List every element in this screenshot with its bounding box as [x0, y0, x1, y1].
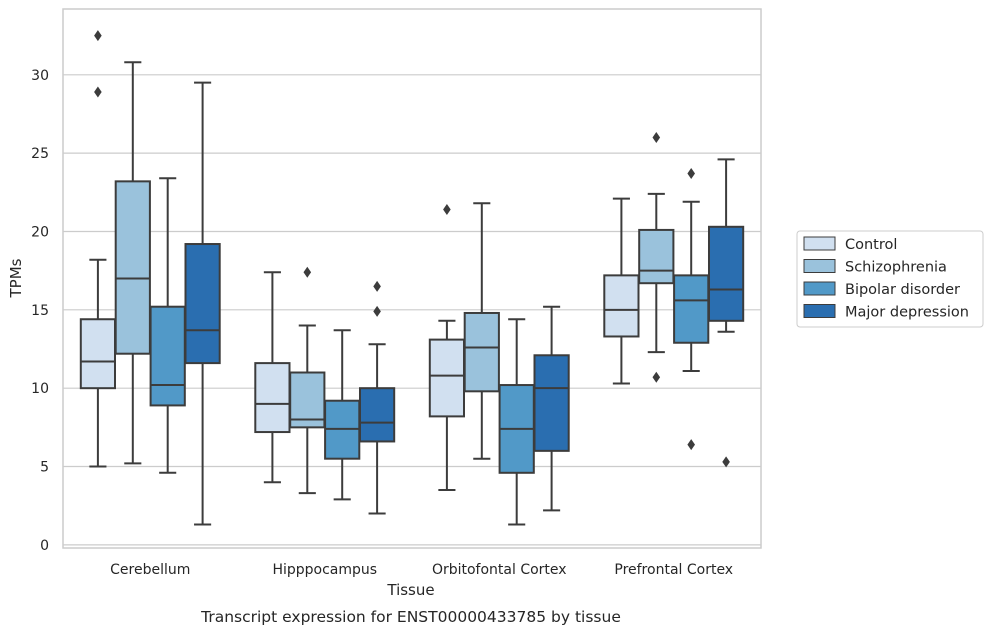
box-schizophrenia [114, 61, 151, 465]
legend-label: Control [845, 237, 897, 253]
box-bipolar-disorder [149, 177, 186, 474]
box-major-depression [707, 158, 745, 468]
box-bipolar-disorder [673, 168, 710, 451]
y-tick-label: 10 [31, 381, 49, 397]
box-iqr [289, 371, 326, 429]
x-axis-ticks: Cerebellum Hipppocampus Orbitofontal Corte… [110, 562, 733, 578]
box-groups [79, 30, 745, 526]
box-major-depression [533, 305, 570, 512]
outlier-point [687, 168, 695, 180]
outlier-point [687, 439, 695, 451]
box-iqr [673, 274, 710, 344]
outlier-point [373, 280, 381, 292]
grid-lines [63, 74, 761, 546]
box-control [79, 30, 117, 468]
outlier-point [94, 30, 102, 42]
box-schizophrenia [638, 131, 675, 383]
outlier-point [373, 305, 381, 317]
box-major-depression [358, 280, 396, 515]
outlier-point [443, 204, 451, 216]
y-tick-label: 30 [31, 68, 49, 84]
y-axis-label: TPMs [7, 258, 25, 298]
legend-swatch [803, 236, 836, 251]
chart-caption: Transcript expression for ENST0000043378… [200, 608, 621, 626]
box-iqr [358, 387, 396, 443]
box-iqr [114, 180, 151, 355]
x-tick-label: Orbitofontal Cortex [432, 562, 567, 578]
y-tick-label: 20 [31, 224, 49, 240]
box-iqr [184, 243, 221, 365]
box-bipolar-disorder [324, 329, 361, 501]
box-control [603, 197, 640, 385]
y-tick-label: 15 [31, 303, 49, 319]
outlier-point [722, 456, 730, 468]
box-bipolar-disorder [498, 318, 535, 526]
legend-swatch [803, 259, 836, 273]
outlier-point [652, 131, 661, 143]
box-iqr [707, 225, 745, 322]
box-iqr [603, 274, 640, 338]
box-iqr [79, 318, 117, 390]
box-iqr [254, 362, 291, 434]
outlier-point [303, 266, 312, 278]
box-iqr [149, 305, 186, 407]
x-tick-label: Cerebellum [110, 562, 190, 578]
y-tick-label: 25 [31, 146, 49, 162]
outlier-point [94, 86, 102, 98]
box-schizophrenia [289, 266, 326, 495]
outlier-point [652, 371, 661, 383]
box-iqr [638, 228, 675, 285]
box-iqr [533, 354, 570, 452]
legend-swatch [803, 281, 836, 296]
y-tick-label: 0 [40, 538, 49, 554]
box-major-depression [184, 81, 221, 526]
x-tick-label: Hipppocampus [272, 562, 377, 578]
x-tick-label: Prefrontal Cortex [614, 562, 733, 578]
box-iqr [463, 311, 500, 393]
box-iqr [428, 338, 466, 418]
box-schizophrenia [463, 202, 500, 460]
y-axis-ticks: 0 5 10 15 20 25 30 [31, 68, 49, 554]
legend-label: Bipolar disorder [845, 282, 960, 298]
legend-frame [796, 230, 984, 328]
box-control [254, 271, 291, 484]
legend: Control Schizophrenia Bipolar disorder Majo… [796, 230, 984, 328]
x-axis-label: Tissue [386, 581, 434, 599]
legend-swatch [803, 304, 836, 318]
legend-label: Major depression [845, 305, 969, 321]
y-tick-label: 5 [40, 460, 49, 476]
legend-label: Schizophrenia [845, 260, 947, 276]
